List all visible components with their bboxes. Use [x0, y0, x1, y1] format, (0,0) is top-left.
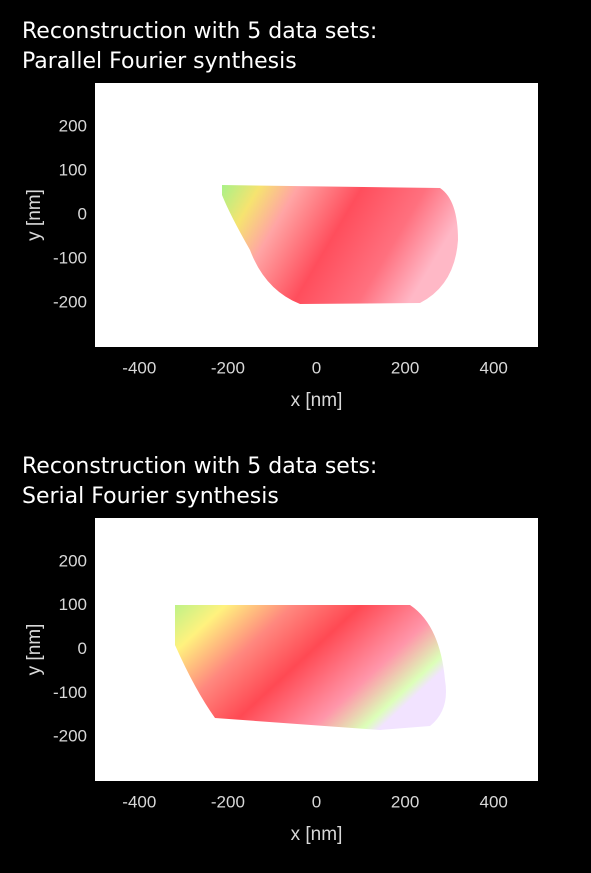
x-tick-label: 0	[312, 792, 321, 811]
plots: Reconstruction with 5 data sets: Parallel…	[22, 19, 538, 845]
x-tick-label: 200	[391, 792, 419, 811]
y-tick-label: -200	[53, 292, 87, 311]
chart-title: Reconstruction with 5 data sets:	[22, 19, 377, 44]
x-tick-label: 400	[480, 358, 508, 377]
y-tick-label: 100	[59, 595, 87, 614]
x-tick-label: -200	[211, 792, 245, 811]
y-tick-label: -100	[53, 248, 87, 267]
chart-subtitle: Serial Fourier synthesis	[22, 484, 279, 509]
reconstruction-image	[175, 605, 446, 730]
y-tick-label: 200	[59, 551, 87, 570]
x-tick-label: -400	[122, 358, 156, 377]
x-tick-label: 400	[480, 792, 508, 811]
x-axis-label: x [nm]	[291, 824, 343, 845]
y-tick-label: 0	[78, 639, 87, 658]
y-tick-label: 0	[78, 204, 87, 223]
chart-subtitle: Parallel Fourier synthesis	[22, 49, 297, 74]
x-tick-label: -200	[211, 358, 245, 377]
y-tick-label: -100	[53, 683, 87, 702]
y-axis-label: y [nm]	[24, 189, 45, 241]
x-tick-label: -400	[122, 792, 156, 811]
y-tick-label: 100	[59, 160, 87, 179]
chart-title: Reconstruction with 5 data sets:	[22, 454, 377, 479]
x-tick-label: 0	[312, 358, 321, 377]
reconstruction-image	[222, 185, 458, 304]
x-axis-label: x [nm]	[291, 390, 343, 411]
x-tick-label: 200	[391, 358, 419, 377]
y-axis-label: y [nm]	[24, 624, 45, 676]
y-tick-label: -200	[53, 727, 87, 746]
y-tick-label: 200	[59, 116, 87, 135]
